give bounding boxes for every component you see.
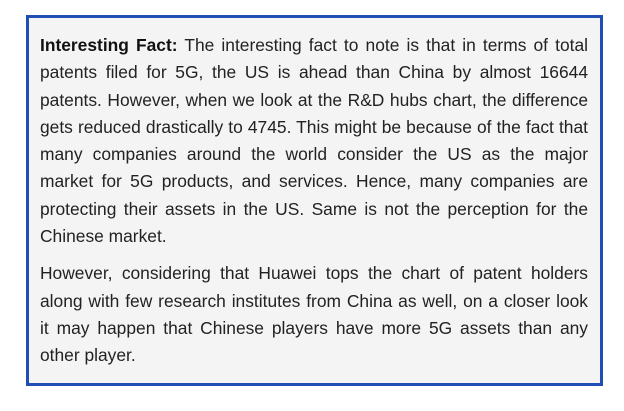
- interesting-fact-box: Interesting Fact: The interesting fact t…: [26, 15, 603, 386]
- fact-paragraph-2: However, considering that Huawei tops th…: [40, 263, 588, 366]
- fact-lead-label: Interesting Fact:: [40, 35, 178, 55]
- fact-paragraph-1: Interesting Fact: The interesting fact t…: [40, 32, 588, 250]
- fact-paragraph-1-text: The interesting fact to note is that in …: [40, 35, 588, 247]
